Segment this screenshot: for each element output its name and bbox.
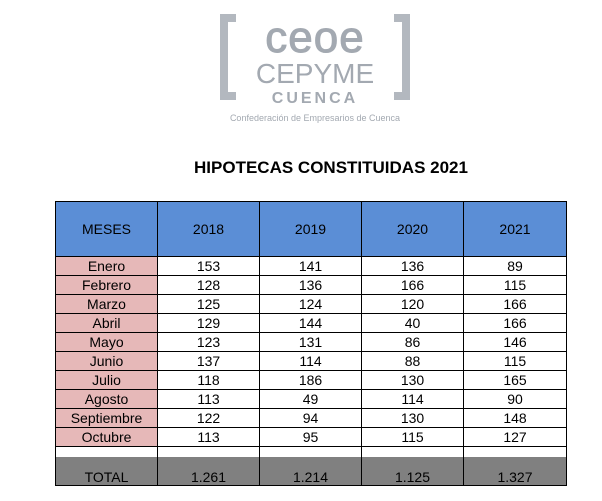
table-row: Septiembre 122 94 130 148 <box>55 408 567 428</box>
table-row: Abril 129 144 40 166 <box>55 313 567 333</box>
table-row: Febrero 128 136 166 115 <box>55 275 567 295</box>
spacer-cell <box>361 446 464 457</box>
month-cell: Agosto <box>55 389 158 409</box>
value-cell: 120 <box>361 294 464 314</box>
month-cell: Marzo <box>55 294 158 314</box>
value-cell: 127 <box>463 427 567 447</box>
value-cell: 166 <box>463 313 567 333</box>
table-header-row: MESES 2018 2019 2020 2021 <box>55 201 567 257</box>
value-cell: 125 <box>157 294 260 314</box>
value-cell: 128 <box>157 275 260 295</box>
value-cell: 88 <box>361 351 464 371</box>
value-cell: 95 <box>259 427 362 447</box>
value-cell: 136 <box>259 275 362 295</box>
table-row: Agosto 113 49 114 90 <box>55 389 567 409</box>
spacer-cell <box>157 446 260 457</box>
value-cell: 118 <box>157 370 260 390</box>
value-cell: 148 <box>463 408 567 428</box>
header-2020: 2020 <box>361 201 464 257</box>
value-cell: 90 <box>463 389 567 409</box>
value-cell: 86 <box>361 332 464 352</box>
mortgages-table: MESES 2018 2019 2020 2021 Enero 153 141 136… <box>55 201 567 486</box>
table-row: Marzo 125 124 120 166 <box>55 294 567 314</box>
value-cell: 123 <box>157 332 260 352</box>
logo-bracket-right <box>394 14 410 100</box>
logo-bracket-left <box>220 14 236 100</box>
table-row: Junio 137 114 88 115 <box>55 351 567 371</box>
logo-cepyme-text: CEPYME <box>255 58 375 89</box>
value-cell: 130 <box>361 408 464 428</box>
month-cell: Abril <box>55 313 158 333</box>
value-cell: 186 <box>259 370 362 390</box>
header-2018: 2018 <box>157 201 260 257</box>
logo-cuenca-text: CUENCA <box>271 90 359 107</box>
value-cell: 113 <box>157 427 260 447</box>
value-cell: 89 <box>463 256 567 276</box>
total-value: 1.125 <box>361 457 464 486</box>
value-cell: 146 <box>463 332 567 352</box>
value-cell: 166 <box>463 294 567 314</box>
value-cell: 131 <box>259 332 362 352</box>
logo-confederacion-text: Confederación de Empresarios de Cuenca <box>229 113 401 123</box>
value-cell: 136 <box>361 256 464 276</box>
value-cell: 137 <box>157 351 260 371</box>
spacer-cell <box>463 446 567 457</box>
value-cell: 115 <box>463 351 567 371</box>
value-cell: 141 <box>259 256 362 276</box>
value-cell: 115 <box>361 427 464 447</box>
value-cell: 49 <box>259 389 362 409</box>
spacer-row <box>55 446 567 457</box>
month-cell: Febrero <box>55 275 158 295</box>
month-cell: Septiembre <box>55 408 158 428</box>
value-cell: 144 <box>259 313 362 333</box>
value-cell: 130 <box>361 370 464 390</box>
value-cell: 153 <box>157 256 260 276</box>
value-cell: 115 <box>463 275 567 295</box>
value-cell: 113 <box>157 389 260 409</box>
spacer-cell <box>55 446 158 457</box>
table-row: Julio 118 186 130 165 <box>55 370 567 390</box>
value-cell: 114 <box>361 389 464 409</box>
header-2021: 2021 <box>463 201 567 257</box>
value-cell: 165 <box>463 370 567 390</box>
spacer-cell <box>259 446 362 457</box>
table-row: Enero 153 141 136 89 <box>55 256 567 276</box>
total-row: TOTAL 1.261 1.214 1.125 1.327 <box>55 457 567 486</box>
month-cell: Octubre <box>55 427 158 447</box>
header-meses: MESES <box>55 201 158 257</box>
logo-ceoe-text: ceoe <box>265 13 365 62</box>
month-cell: Enero <box>55 256 158 276</box>
total-label: TOTAL <box>55 457 158 486</box>
total-value: 1.261 <box>157 457 260 486</box>
value-cell: 124 <box>259 294 362 314</box>
value-cell: 166 <box>361 275 464 295</box>
table-row: Mayo 123 131 86 146 <box>55 332 567 352</box>
table-row: Octubre 113 95 115 127 <box>55 427 567 447</box>
ceoe-cepyme-logo: ceoe CEPYME CUENCA Confederación de Empr… <box>220 14 410 126</box>
value-cell: 122 <box>157 408 260 428</box>
month-cell: Mayo <box>55 332 158 352</box>
month-cell: Julio <box>55 370 158 390</box>
value-cell: 114 <box>259 351 362 371</box>
total-value: 1.327 <box>463 457 567 486</box>
total-value: 1.214 <box>259 457 362 486</box>
month-cell: Junio <box>55 351 158 371</box>
value-cell: 129 <box>157 313 260 333</box>
page-title: HIPOTECAS CONSTITUIDAS 2021 <box>194 158 468 177</box>
header-2019: 2019 <box>259 201 362 257</box>
value-cell: 40 <box>361 313 464 333</box>
value-cell: 94 <box>259 408 362 428</box>
